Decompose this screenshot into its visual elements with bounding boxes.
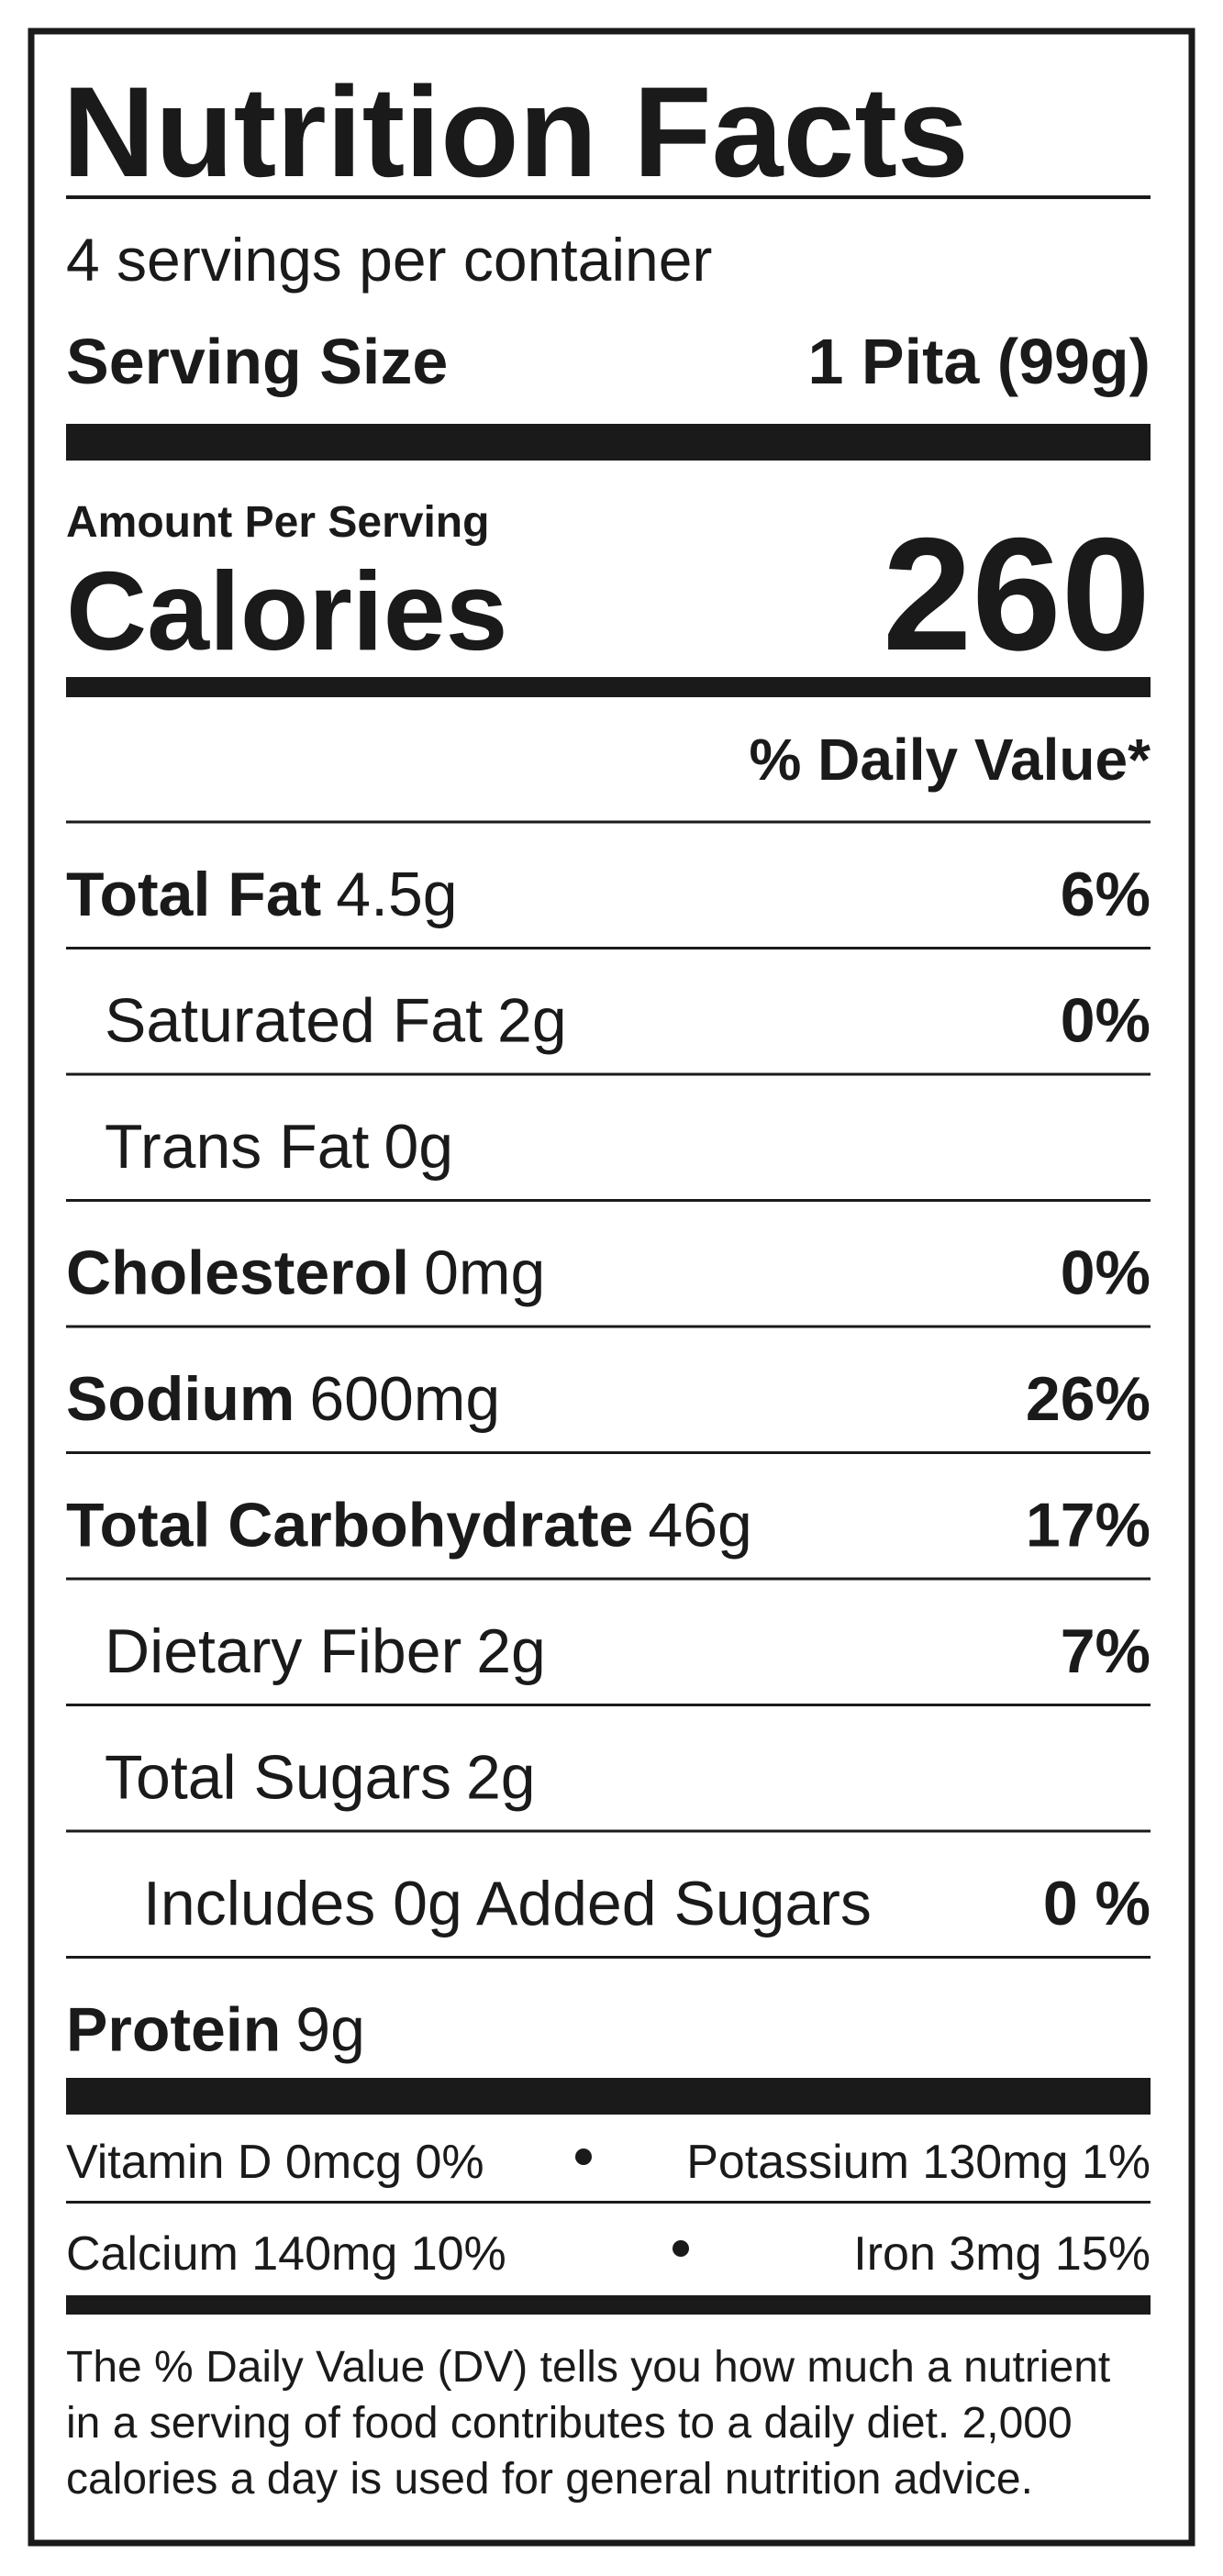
divider	[66, 1451, 1151, 1454]
thick-bar	[66, 2295, 1151, 2315]
nutrient-amount: 2g	[466, 1743, 536, 1813]
nutrient-name: Protein	[66, 1995, 281, 2065]
divider	[66, 947, 1151, 949]
nutrient-amount: 2g	[497, 986, 567, 1056]
divider	[66, 2201, 1151, 2204]
daily-value: 0%	[1061, 986, 1151, 1056]
nutrient-name: Trans Fat	[105, 1112, 370, 1182]
amount-per-serving: Amount Per Serving	[66, 498, 489, 547]
nutrient-row: Cholesterol 0mg	[66, 1238, 545, 1308]
nutrient-name: Sodium	[66, 1364, 295, 1434]
nutrient-row: Total Sugars 2g	[105, 1743, 536, 1813]
nutrient-name: Cholesterol	[66, 1238, 409, 1308]
nutrient-amount: 9g	[295, 1995, 365, 2065]
nutrient-row: Total Carbohydrate 46g	[66, 1491, 752, 1560]
divider	[66, 1577, 1151, 1581]
nutrient-amount: 0mg	[424, 1238, 545, 1308]
thick-bar	[66, 2078, 1151, 2115]
footnote-line: The % Daily Value (DV) tells you how muc…	[66, 2343, 1110, 2392]
nutrient-name: Total Sugars	[105, 1743, 451, 1813]
calories-value: 260	[883, 505, 1151, 684]
divider	[66, 1829, 1151, 1833]
daily-value-header: % Daily Value*	[749, 727, 1151, 793]
nutrient-amount: 4.5g	[336, 860, 457, 929]
divider	[66, 1325, 1151, 1328]
nutrient-row: Protein 9g	[66, 1995, 365, 2065]
bullet	[575, 2149, 592, 2165]
nutrient-row: Saturated Fat 2g	[105, 986, 567, 1056]
title: Nutrition Facts	[62, 60, 969, 204]
divider	[66, 195, 1151, 199]
daily-value: 7%	[1061, 1616, 1151, 1686]
nutrient-amount: 600mg	[309, 1364, 500, 1434]
serving-size-label: Serving Size	[66, 326, 448, 397]
divider	[66, 1072, 1151, 1076]
daily-value: 6%	[1061, 860, 1151, 929]
nutrient-name: Saturated Fat	[105, 986, 483, 1056]
thick-bar	[66, 677, 1151, 697]
nutrient-row: Trans Fat 0g	[105, 1112, 453, 1182]
nutrient-row: Sodium 600mg	[66, 1364, 500, 1434]
vitamin-left: Calcium 140mg 10%	[66, 2227, 506, 2281]
vitamin-right: Potassium 130mg 1%	[686, 2136, 1151, 2189]
nutrient-amount: 46g	[648, 1491, 751, 1560]
divider	[66, 820, 1151, 824]
label-border	[28, 28, 1195, 2547]
divider	[66, 1199, 1151, 1202]
vitamin-left: Vitamin D 0mcg 0%	[66, 2136, 484, 2189]
nutrient-name: Includes 0g Added Sugars	[143, 1869, 872, 1938]
daily-value: 0%	[1061, 1238, 1151, 1308]
nutrient-name: Total Carbohydrate	[66, 1491, 633, 1560]
nutrient-name: Dietary Fiber	[105, 1616, 461, 1686]
footnote-line: in a serving of food contributes to a da…	[66, 2399, 1073, 2448]
daily-value: 0 %	[1043, 1869, 1151, 1938]
divider	[66, 1704, 1151, 1706]
bullet	[673, 2240, 689, 2257]
calories-label: Calories	[66, 549, 507, 673]
nutrient-amount: 0g	[384, 1112, 453, 1182]
nutrient-name: Total Fat	[66, 860, 321, 929]
nutrient-row: Total Fat 4.5g	[66, 860, 458, 929]
vitamin-right: Iron 3mg 15%	[853, 2227, 1151, 2281]
daily-value: 26%	[1026, 1364, 1151, 1434]
daily-value: 17%	[1026, 1491, 1151, 1560]
serving-size-value: 1 Pita (99g)	[808, 326, 1151, 397]
divider	[66, 1956, 1151, 1959]
nutrient-row: Includes 0g Added Sugars	[143, 1869, 872, 1938]
footnote-line: calories a day is used for general nutri…	[66, 2455, 1033, 2504]
nutrient-row: Dietary Fiber 2g	[105, 1616, 546, 1686]
thick-bar	[66, 424, 1151, 461]
nutrient-amount: 2g	[476, 1616, 546, 1686]
servings: 4 servings per container	[66, 226, 712, 294]
